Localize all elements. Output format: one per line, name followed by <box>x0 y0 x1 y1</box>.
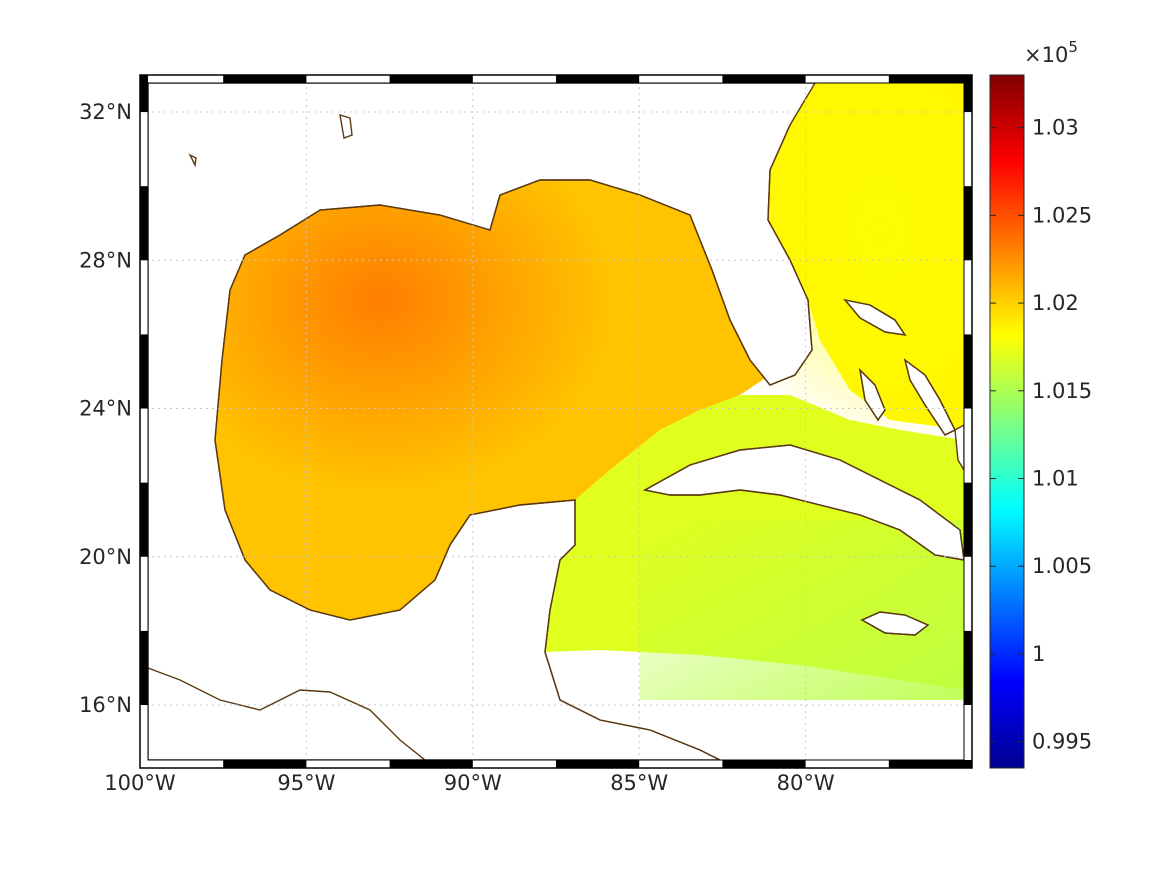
frame-segment <box>722 760 806 768</box>
frame-segment <box>389 760 473 768</box>
graticule <box>148 83 964 760</box>
latitude-tick-labels: 16°N 20°N 24°N 28°N 32°N <box>79 100 132 717</box>
coastline-strokes <box>148 124 964 760</box>
frame-segment <box>964 630 972 705</box>
longitude-tick-label: 85°W <box>610 771 668 795</box>
frame-segment <box>140 334 148 409</box>
frame-segment <box>223 75 307 83</box>
colorbar-gradient <box>989 74 1025 769</box>
colorbar-tick-label: 1.03 <box>1032 116 1079 140</box>
coastal-island <box>339 114 353 139</box>
frame-segment <box>964 186 972 261</box>
frame-segment <box>888 75 972 83</box>
frame-segment <box>140 482 148 557</box>
jamaica-coastline <box>860 611 930 636</box>
colorbar-ticks: 0.995 1 1.005 1.01 1.015 1.02 1.025 1.03 <box>990 116 1092 754</box>
frame-segment <box>964 334 972 409</box>
longitude-tick-label: 90°W <box>444 771 502 795</box>
colorbar-tick-label: 1 <box>1032 642 1045 666</box>
frame-segment <box>140 630 148 705</box>
map-area <box>148 83 964 760</box>
latitude-tick-label: 20°N <box>79 545 132 569</box>
longitude-tick-label: 95°W <box>277 771 335 795</box>
longitude-tick-label: 100°W <box>104 771 176 795</box>
frame-segment <box>556 760 640 768</box>
frame-segment <box>556 75 640 83</box>
bahamas-coastline <box>843 298 956 436</box>
colorbar-tick-label: 1.015 <box>1032 379 1092 403</box>
central-america-coastline <box>148 667 426 760</box>
colorbar-exponent-label: ×105 <box>1024 38 1078 67</box>
southeast-caribbean-tone <box>640 520 964 700</box>
latitude-tick-label: 28°N <box>79 248 132 272</box>
hispaniola-land <box>954 424 964 472</box>
colorbar-tick-label: 1.01 <box>1032 467 1079 491</box>
frame-segment <box>140 75 148 113</box>
coastal-island <box>188 153 197 168</box>
latitude-tick-label: 16°N <box>79 693 132 717</box>
colorbar-tick-label: 1.02 <box>1032 291 1079 315</box>
latitude-tick-label: 24°N <box>79 397 132 421</box>
gulf-coastline <box>214 124 813 760</box>
map-frame <box>139 74 973 769</box>
colorbar: 0.995 1 1.005 1.01 1.015 1.02 1.025 1.03 ×105 <box>989 38 1092 769</box>
cuba-coastline <box>642 444 964 561</box>
colorbar-tick-label: 0.995 <box>1032 730 1092 754</box>
colorbar-tick-label: 1.025 <box>1032 203 1092 227</box>
longitude-tick-labels: 100°W 95°W 90°W 85°W 80°W <box>104 771 835 795</box>
latitude-tick-label: 32°N <box>79 100 132 124</box>
frame-segment <box>964 75 972 113</box>
frame-segment <box>722 75 806 83</box>
frame-segment <box>223 760 307 768</box>
longitude-tick-label: 80°W <box>777 771 835 795</box>
frame-segment <box>964 482 972 557</box>
frame-segment <box>888 760 972 768</box>
frame-segment <box>140 186 148 261</box>
colorbar-tick-label: 1.005 <box>1032 554 1092 578</box>
frame-segment <box>389 75 473 83</box>
